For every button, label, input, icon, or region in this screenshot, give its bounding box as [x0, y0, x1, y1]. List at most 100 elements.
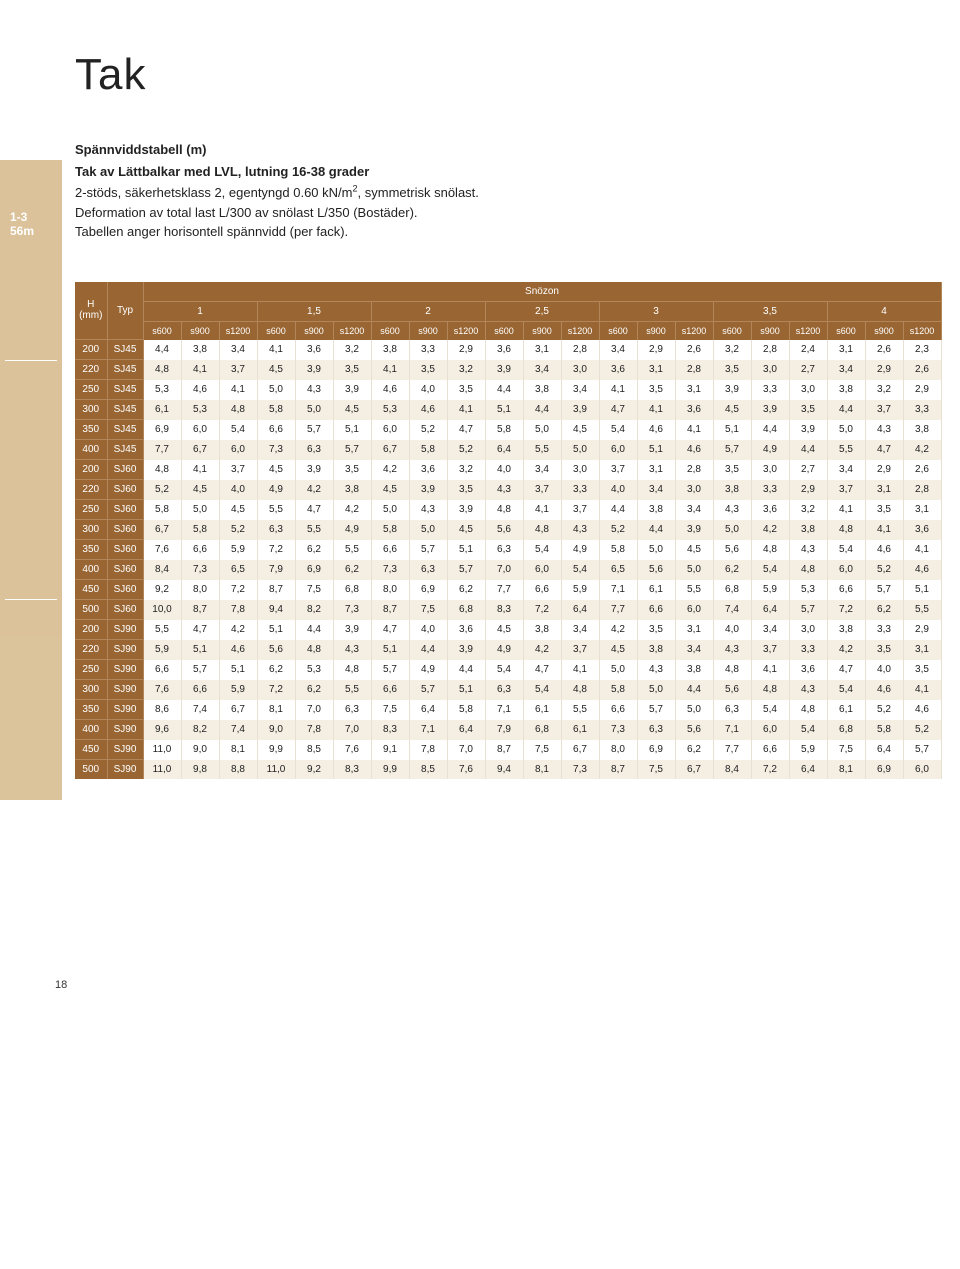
- table-cell: 3,8: [637, 640, 675, 660]
- table-cell: 5,8: [181, 520, 219, 540]
- table-cell: 3,9: [713, 380, 751, 400]
- table-cell: 3,6: [409, 460, 447, 480]
- table-cell: 6,8: [333, 580, 371, 600]
- table-cell: 5,6: [257, 640, 295, 660]
- table-cell: 3,4: [523, 360, 561, 380]
- table-cell: 3,6: [599, 360, 637, 380]
- table-cell: 5,2: [143, 480, 181, 500]
- intro-line-2: Tak av Lättbalkar med LVL, lutning 16-38…: [75, 162, 960, 182]
- row-typ: SJ45: [107, 340, 143, 360]
- table-cell: 3,4: [219, 340, 257, 360]
- table-cell: 3,4: [827, 360, 865, 380]
- table-cell: 5,0: [409, 520, 447, 540]
- table-cell: 6,2: [295, 680, 333, 700]
- table-cell: 3,4: [675, 640, 713, 660]
- table-cell: 7,4: [219, 720, 257, 740]
- table-cell: 6,6: [143, 660, 181, 680]
- table-cell: 2,8: [751, 340, 789, 360]
- table-cell: 4,6: [219, 640, 257, 660]
- table-row: 220SJ454,84,13,74,53,93,54,13,53,23,93,4…: [75, 360, 941, 380]
- table-cell: 3,3: [789, 640, 827, 660]
- table-cell: 4,5: [333, 400, 371, 420]
- table-cell: 3,9: [789, 420, 827, 440]
- table-cell: 3,4: [561, 380, 599, 400]
- table-cell: 3,8: [903, 420, 941, 440]
- table-cell: 7,4: [713, 600, 751, 620]
- table-cell: 8,7: [599, 760, 637, 780]
- table-cell: 4,3: [333, 640, 371, 660]
- table-cell: 5,7: [371, 660, 409, 680]
- table-cell: 3,9: [751, 400, 789, 420]
- table-cell: 2,6: [903, 360, 941, 380]
- table-cell: 4,8: [219, 400, 257, 420]
- table-cell: 5,8: [447, 700, 485, 720]
- table-cell: 7,8: [295, 720, 333, 740]
- table-cell: 4,5: [675, 540, 713, 560]
- table-cell: 2,8: [903, 480, 941, 500]
- table-cell: 5,7: [789, 600, 827, 620]
- spacing-header: s600: [485, 321, 523, 340]
- table-cell: 11,0: [143, 760, 181, 780]
- table-cell: 5,7: [865, 580, 903, 600]
- table-cell: 3,9: [485, 360, 523, 380]
- spacing-header: s1200: [561, 321, 599, 340]
- table-cell: 5,7: [447, 560, 485, 580]
- table-cell: 6,4: [789, 760, 827, 780]
- zone-header: 2: [371, 301, 485, 321]
- table-cell: 7,2: [257, 680, 295, 700]
- table-cell: 5,4: [599, 420, 637, 440]
- table-cell: 8,1: [219, 740, 257, 760]
- table-cell: 3,0: [675, 480, 713, 500]
- table-cell: 5,9: [561, 580, 599, 600]
- table-cell: 5,2: [409, 420, 447, 440]
- table-cell: 6,0: [219, 440, 257, 460]
- row-typ: SJ90: [107, 640, 143, 660]
- table-cell: 3,2: [713, 340, 751, 360]
- table-cell: 4,3: [295, 380, 333, 400]
- table-cell: 7,5: [371, 700, 409, 720]
- table-cell: 3,4: [675, 500, 713, 520]
- table-cell: 2,8: [561, 340, 599, 360]
- table-cell: 3,1: [637, 460, 675, 480]
- table-row: 250SJ906,65,75,16,25,34,85,74,94,45,44,7…: [75, 660, 941, 680]
- table-cell: 2,3: [903, 340, 941, 360]
- col-h-unit: (mm): [79, 310, 102, 321]
- table-cell: 8,2: [181, 720, 219, 740]
- table-cell: 5,7: [409, 680, 447, 700]
- table-head: H (mm) Typ Snözon 11,522,533,54 s600s900…: [75, 282, 941, 340]
- table-cell: 2,4: [789, 340, 827, 360]
- table-cell: 6,7: [561, 740, 599, 760]
- table-cell: 6,2: [257, 660, 295, 680]
- table-cell: 5,0: [523, 420, 561, 440]
- table-cell: 4,3: [637, 660, 675, 680]
- row-typ: SJ45: [107, 400, 143, 420]
- table-cell: 5,0: [637, 540, 675, 560]
- table-cell: 9,8: [181, 760, 219, 780]
- table-cell: 4,5: [713, 400, 751, 420]
- table-cell: 3,3: [865, 620, 903, 640]
- table-cell: 6,3: [333, 700, 371, 720]
- table-cell: 6,7: [371, 440, 409, 460]
- table-cell: 5,6: [675, 720, 713, 740]
- table-cell: 9,2: [295, 760, 333, 780]
- table-cell: 6,7: [675, 760, 713, 780]
- table-cell: 3,9: [409, 480, 447, 500]
- table-cell: 7,6: [447, 760, 485, 780]
- table-cell: 2,9: [789, 480, 827, 500]
- table-cell: 3,3: [409, 340, 447, 360]
- table-cell: 3,8: [637, 500, 675, 520]
- table-row: 350SJ607,66,65,97,26,25,56,65,75,16,35,4…: [75, 540, 941, 560]
- table-cell: 4,6: [865, 680, 903, 700]
- table-cell: 5,5: [561, 700, 599, 720]
- table-cell: 6,1: [637, 580, 675, 600]
- table-cell: 3,5: [447, 380, 485, 400]
- table-cell: 8,7: [485, 740, 523, 760]
- intro-line-1: Spännviddstabell (m): [75, 140, 960, 160]
- table-cell: 7,2: [523, 600, 561, 620]
- table-cell: 4,5: [447, 520, 485, 540]
- table-cell: 5,6: [637, 560, 675, 580]
- table-cell: 3,5: [713, 460, 751, 480]
- table-cell: 4,1: [181, 460, 219, 480]
- table-cell: 4,4: [143, 340, 181, 360]
- table-cell: 4,4: [675, 680, 713, 700]
